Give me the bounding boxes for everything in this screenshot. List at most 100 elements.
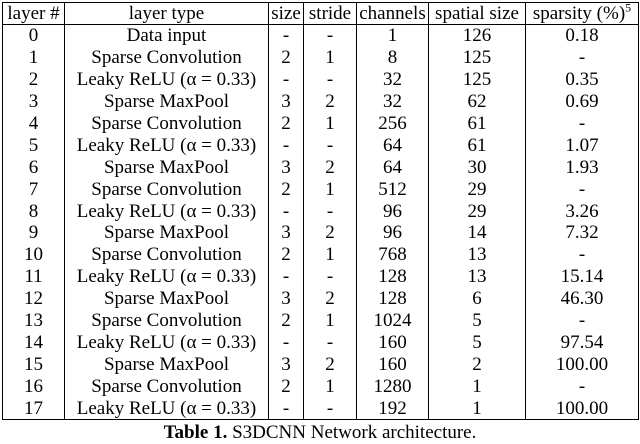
table-cell: 61: [428, 112, 526, 135]
table-cell: Sparse MaxPool: [64, 222, 269, 244]
table-cell: 256: [356, 112, 429, 135]
column-header-sparsity: sparsity (%)5: [525, 2, 639, 25]
table-cell: 15: [2, 353, 65, 376]
table-cell: Leaky ReLU (α = 0.33): [64, 134, 269, 157]
table-cell: 5: [428, 331, 526, 354]
table-cell: 1: [303, 309, 357, 332]
table-cell: 1: [303, 112, 357, 135]
table-row: 0 Data input - -1 126 0.18: [2, 24, 639, 47]
table-cell: 192: [356, 397, 429, 420]
table-cell: Sparse Convolution: [64, 178, 269, 201]
table-cell: 2: [2, 68, 65, 91]
table-cell: 1: [356, 24, 429, 47]
table-row: 10 Sparse Convolution 2 1 768 13-: [2, 243, 639, 266]
table-cell: Sparse Convolution: [64, 375, 269, 398]
table-cell: 14: [2, 331, 65, 354]
table-cell: 1: [303, 178, 357, 201]
table-cell: 128: [356, 287, 429, 310]
table-cell: 126: [428, 24, 526, 47]
table-cell: 7: [2, 178, 65, 201]
table-cell: 2: [268, 375, 304, 398]
table-cell: 3: [268, 222, 304, 244]
table-cell: -: [525, 375, 639, 398]
table-cell: -: [268, 68, 304, 91]
table-cell: 512: [356, 178, 429, 201]
table-cell: 160: [356, 353, 429, 376]
table-cell: -: [268, 24, 304, 47]
table-cell: -: [303, 265, 357, 288]
table-row: 12 Sparse MaxPool 3 2 128 6 46.30: [2, 287, 639, 310]
table-cell: 5: [2, 134, 65, 157]
table-row: 16 Sparse Convolution 2 1 1280 1-: [2, 375, 639, 398]
table-cell: Sparse Convolution: [64, 243, 269, 266]
table-cell: 3: [2, 90, 65, 113]
table-cell: -: [268, 200, 304, 223]
table-cell: Sparse Convolution: [64, 309, 269, 332]
table-cell: -: [525, 178, 639, 201]
table-cell: Sparse MaxPool: [64, 287, 269, 310]
table-cell: 14: [428, 222, 526, 244]
table-cell: 1: [428, 375, 526, 398]
table-cell: 1: [303, 375, 357, 398]
table-cell: -: [303, 24, 357, 47]
table-cell: 2: [303, 90, 357, 113]
table-cell: 1: [2, 46, 65, 69]
table-cell: 15.14: [525, 265, 639, 288]
table-cell: Leaky ReLU (α = 0.33): [64, 331, 269, 354]
table-header: layer # layer type size stride channels …: [2, 2, 639, 25]
table-cell: 768: [356, 243, 429, 266]
table-cell: 100.00: [525, 397, 639, 420]
table-cell: 128: [356, 265, 429, 288]
table-cell: 13: [2, 309, 65, 332]
table-cell: 2: [303, 287, 357, 310]
table-cell: 8: [356, 46, 429, 69]
table-cell: Sparse Convolution: [64, 46, 269, 69]
table-row: 3 Sparse MaxPool 3 2 32 62 0.69: [2, 90, 639, 113]
table-row: 7 Sparse Convolution 2 1 512 29-: [2, 178, 639, 201]
table-cell: 8: [2, 200, 65, 223]
table-caption: Table 1. S3DCNN Network architecture.: [2, 422, 638, 444]
table-cell: 29: [428, 200, 526, 223]
table-cell: 16: [2, 375, 65, 398]
table-cell: 7.32: [525, 222, 639, 244]
table-cell: 100.00: [525, 353, 639, 376]
table-cell: -: [303, 397, 357, 420]
table-caption-text: S3DCNN Network architecture.: [227, 422, 477, 444]
column-header-channels: channels: [356, 2, 429, 25]
table-cell: 2: [268, 309, 304, 332]
table-cell: 96: [356, 200, 429, 223]
table-cell: 4: [2, 112, 65, 135]
table-row: 8 Leaky ReLU (α = 0.33) - -96 29 3.26: [2, 200, 639, 223]
table-cell: -: [303, 200, 357, 223]
table-row: 15 Sparse MaxPool 3 2 160 2 100.00: [2, 353, 639, 376]
table-row: 1 Sparse Convolution 2 1 8 125-: [2, 46, 639, 69]
column-header-spatial-size: spatial size: [428, 2, 526, 25]
table-cell: 2: [268, 112, 304, 135]
table-caption-label: Table 1.: [163, 422, 228, 444]
table-cell: -: [525, 112, 639, 135]
table-cell: 1024: [356, 309, 429, 332]
table-cell: Sparse MaxPool: [64, 156, 269, 179]
table-cell: 5: [428, 309, 526, 332]
table-cell: Leaky ReLU (α = 0.33): [64, 68, 269, 91]
table-cell: 10: [2, 243, 65, 266]
table-cell: 13: [428, 265, 526, 288]
table-cell: 2: [303, 353, 357, 376]
table-cell: Leaky ReLU (α = 0.33): [64, 265, 269, 288]
table-cell: 61: [428, 134, 526, 157]
table-cell: Leaky ReLU (α = 0.33): [64, 200, 269, 223]
table-cell: 3.26: [525, 200, 639, 223]
column-header-layer-type: layer type: [64, 2, 269, 25]
table-cell: -: [303, 331, 357, 354]
column-header-layer-number: layer #: [2, 2, 65, 25]
table-body: 0 Data input - -1 126 0.18 1 Sparse Convolution…: [2, 24, 639, 420]
table-row: 4 Sparse Convolution 2 1 256 61-: [2, 112, 639, 135]
table-cell: 1280: [356, 375, 429, 398]
table-cell: 9: [2, 222, 65, 244]
table-row: 11 Leaky ReLU (α = 0.33) - -128 13 15.14: [2, 265, 639, 288]
table-row: 2 Leaky ReLU (α = 0.33) - -32 125 0.35: [2, 68, 639, 91]
table-cell: 3: [268, 353, 304, 376]
table-cell: 2: [268, 243, 304, 266]
table-cell: 64: [356, 156, 429, 179]
table-row: 17 Leaky ReLU (α = 0.33) - -192 1 100.00: [2, 397, 639, 420]
